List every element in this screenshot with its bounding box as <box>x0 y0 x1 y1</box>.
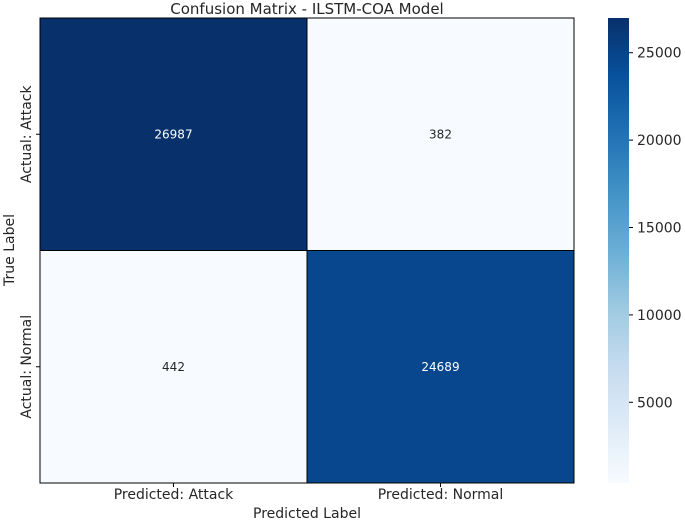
cell-value-1-1: 24689 <box>421 360 459 374</box>
cell-value-0-0: 26987 <box>154 127 192 141</box>
colorbar-tick-label-2: 15000 <box>637 221 682 237</box>
y-tick-label-0: Actual: Attack <box>19 85 35 184</box>
y-axis-label: True Label <box>2 214 18 287</box>
colorbar-tick-label-1: 10000 <box>637 308 682 324</box>
colorbar-tick-label-0: 5000 <box>637 395 673 411</box>
cell-value-1-0: 442 <box>162 360 185 374</box>
heatmap-cells <box>39 17 575 484</box>
colorbar-ticks: 5000 10000 15000 20000 25000 <box>629 46 682 411</box>
cell-labels: 26987 382 442 24689 <box>154 127 459 374</box>
colorbar-tick-label-4: 25000 <box>637 46 682 62</box>
y-tick-label-1: Actual: Normal <box>19 315 35 419</box>
chart-title: Confusion Matrix - ILSTM-COA Model <box>170 0 443 18</box>
colorbar-tick-label-3: 20000 <box>637 133 682 149</box>
x-tick-label-1: Predicted: Normal <box>378 487 504 503</box>
x-tick-label-0: Predicted: Attack <box>114 487 234 503</box>
heatmap-cell-0-1 <box>306 17 575 251</box>
colorbar <box>608 18 629 483</box>
cell-value-0-1: 382 <box>429 127 452 141</box>
x-axis-label: Predicted Label <box>253 506 361 520</box>
heatmap-cell-0-0 <box>39 17 308 251</box>
plot-frame <box>39 17 575 484</box>
x-axis-ticks: Predicted: Attack Predicted: Normal <box>114 483 504 503</box>
y-axis-ticks: Actual: Attack Actual: Normal <box>19 85 40 419</box>
heatmap-cell-1-1 <box>306 250 575 484</box>
heatmap-cell-1-0 <box>39 250 308 484</box>
